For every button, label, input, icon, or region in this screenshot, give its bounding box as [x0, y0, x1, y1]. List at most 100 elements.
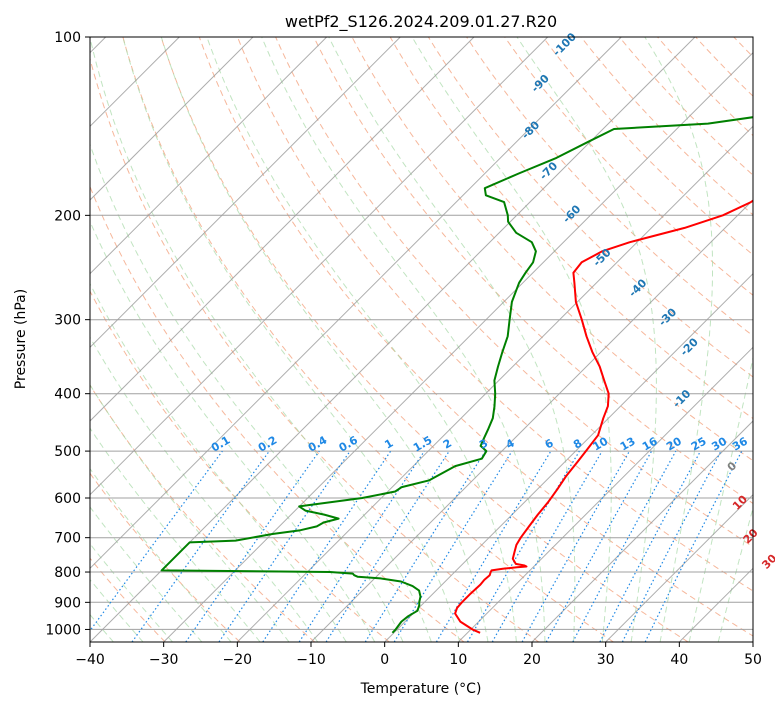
y-tick-label: 100	[54, 30, 81, 46]
plot-frame	[89, 36, 754, 643]
mixing-ratio-line	[364, 450, 486, 642]
dry-adiabat	[542, 37, 753, 256]
x-tick-label: −10	[296, 652, 326, 668]
dry-adiabat	[90, 56, 540, 642]
mixing-ratio-line	[644, 450, 743, 642]
mixing-ratio-line	[218, 450, 351, 642]
moist-adiabat	[90, 578, 144, 642]
y-tick-label: 500	[54, 444, 81, 460]
dry-adiabat	[90, 290, 390, 642]
x-tick-label: 50	[744, 652, 762, 668]
y-tick-label: 600	[54, 491, 81, 507]
x-tick-label: −40	[75, 652, 105, 668]
isotherm	[310, 199, 753, 642]
moist-adiabat	[90, 467, 232, 642]
x-tick-label: 10	[449, 652, 467, 668]
dry-adiabat	[466, 37, 753, 337]
mixing-ratio-line	[185, 450, 320, 642]
mixing-ratio-line	[621, 450, 722, 642]
y-tick-label: 400	[54, 387, 81, 403]
isotherm	[457, 346, 753, 642]
x-tick-label: −30	[149, 652, 179, 668]
y-tick-label: 900	[54, 595, 81, 611]
isotherm	[90, 37, 254, 201]
x-tick-label: 30	[597, 652, 615, 668]
dry-adiabat	[90, 384, 316, 642]
mixing-ratio-line	[393, 450, 513, 642]
dry-adiabat	[657, 37, 753, 137]
dry-adiabat	[122, 37, 614, 642]
temperature-profile	[454, 199, 753, 634]
mixing-ratio-line	[572, 450, 677, 642]
moist-adiabat-label: -30	[656, 305, 679, 328]
moist-adiabat	[122, 37, 461, 642]
mixing-ratio-line	[298, 450, 425, 642]
dry-adiabat-label: 0	[725, 459, 740, 474]
axis-ticks: −40 −30 −20 −10 0 10 20 30 40 5010020030040050060…	[45, 30, 762, 668]
y-axis-label: Pressure (hPa)	[13, 289, 29, 389]
y-tick-label: 300	[54, 313, 81, 329]
x-tick-label: 20	[523, 652, 541, 668]
mixing-ratio-label: 3	[477, 437, 490, 452]
moist-adiabat	[90, 543, 173, 642]
mixing-ratio-line	[545, 450, 653, 642]
mixing-ratio-label: 6	[543, 436, 556, 451]
moist-adiabat	[90, 220, 376, 642]
moist-adiabat	[516, 37, 657, 642]
x-tick-label: −20	[223, 652, 253, 668]
y-tick-label: 200	[54, 208, 81, 224]
mixing-ratio-label: 2	[441, 437, 454, 452]
y-tick-label: 800	[54, 565, 81, 581]
moist-adiabat	[411, 37, 612, 642]
isotherm	[90, 37, 475, 422]
isotherm	[90, 37, 401, 349]
isotherm	[752, 641, 753, 642]
mixing-ratio-line	[325, 450, 450, 642]
chart-title: wetPf2_S126.2024.209.01.27.R20	[285, 12, 557, 32]
background-lines	[90, 37, 753, 642]
dewpoint-profile	[160, 116, 753, 634]
moist-adiabat	[90, 142, 404, 642]
mixing-ratio-line	[599, 450, 702, 642]
moist-adiabat-label: -20	[678, 335, 701, 358]
mixing-ratio-label: 1	[382, 437, 395, 452]
moist-adiabat	[90, 506, 203, 642]
moist-adiabat-label: -10	[670, 387, 693, 410]
dry-adiabat-label: 10	[730, 492, 750, 512]
moist-adiabat	[90, 282, 347, 642]
dry-adiabat	[160, 37, 689, 642]
x-tick-label: 40	[670, 652, 688, 668]
dry-adiabat	[504, 37, 753, 296]
dry-adiabat	[733, 37, 753, 58]
dry-adiabat	[90, 472, 241, 642]
moist-adiabat	[206, 37, 517, 642]
dry-adiabat	[389, 37, 753, 420]
y-tick-label: 1000	[45, 622, 81, 638]
isotherm	[163, 51, 753, 642]
x-axis-label: Temperature (°C)	[360, 681, 482, 697]
isotherm	[531, 420, 753, 642]
moist-adiabat	[90, 427, 261, 642]
moist-adiabat	[90, 336, 319, 642]
isotherm	[90, 37, 328, 275]
isotherm	[605, 493, 753, 642]
y-tick-label: 700	[54, 531, 81, 547]
moist-adiabat	[261, 37, 546, 642]
dry-adiabat	[237, 37, 753, 592]
sounding-series	[160, 116, 753, 634]
dry-adiabat	[351, 37, 753, 462]
moist-adiabat-label: -100	[550, 30, 579, 59]
x-tick-label: 0	[380, 652, 389, 668]
mixing-ratio-line	[262, 450, 392, 642]
moist-adiabat	[717, 506, 753, 642]
moist-adiabat	[644, 37, 713, 642]
moist-adiabat-label: -80	[519, 118, 542, 141]
mixing-ratio-line	[435, 450, 552, 642]
moist-adiabat	[90, 37, 432, 642]
isotherm	[236, 125, 753, 642]
mixing-ratio-line	[521, 450, 631, 642]
dry-adiabat	[695, 37, 753, 97]
mixing-ratio-line	[90, 450, 223, 632]
dry-adiabat-label: 30	[759, 551, 775, 571]
